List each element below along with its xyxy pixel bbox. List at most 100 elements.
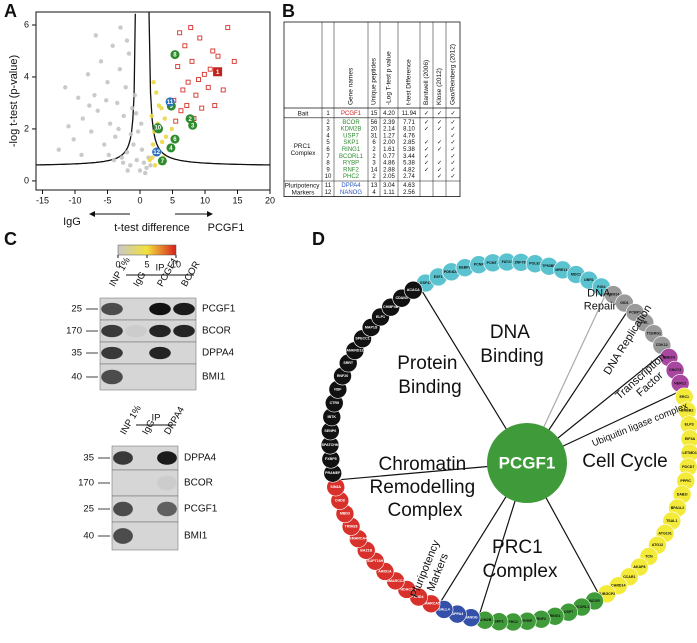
cell: ✓ [450,154,455,160]
point [125,168,130,173]
colorbar-tick-label: 10 [171,259,181,269]
group-label: Bait [298,110,309,117]
y-tick-label: 2 [24,123,29,133]
point [124,38,130,43]
mw-label: 40 [71,372,82,383]
node-label: UBR1 [584,278,594,282]
cell: ✓ [424,127,429,133]
category-label: Cell Cycle [582,451,668,472]
node-label: MAP1S [365,325,378,329]
node-label: SRRT [343,361,354,365]
point [87,103,92,108]
threshold-curve [148,11,271,166]
gene-name: RING1 [342,147,361,153]
point-label: 12 [153,150,160,156]
point [141,160,147,165]
x-tick-label: 5 [170,195,175,205]
point [149,113,154,119]
cell: ✓ [450,111,455,117]
node-label: NANOG [464,616,478,620]
node-label: ERBB2 [681,409,693,413]
blot-strip [111,469,179,497]
mw-label: 35 [83,453,94,464]
row-label: PCGF1 [184,504,218,515]
group-label: PRC1 Complex [291,143,317,157]
cell: 1 [326,111,330,117]
node-label: SMARCC2 [387,579,405,583]
node [403,280,423,300]
node-label: RNF20 [337,374,348,378]
cell: 2 [326,120,330,126]
gene-name: RNF2 [343,167,359,173]
node-label: BPA1L2 [671,506,685,510]
point [63,85,68,90]
cell: 2 [372,174,376,180]
node-label: PCNP [474,263,485,267]
point [175,64,181,70]
x-tick-label: 15 [232,195,242,205]
gene-name: SKP1 [343,140,359,146]
point [115,100,120,106]
point [185,79,191,85]
gene-name: PHC2 [343,174,360,180]
cell: ✓ [450,161,455,167]
cell: 3.44 [403,154,415,160]
row-label: PCGF1 [202,304,236,315]
lane-label: BCOR [179,259,202,288]
point [123,85,128,90]
cell: ✓ [437,161,442,167]
point [106,152,112,158]
band [101,369,123,385]
cell: 5.38 [403,161,415,167]
cell: 5 [326,140,330,146]
node-label: MBD3 [340,512,350,516]
point [121,113,126,119]
cell: ✓ [424,147,429,153]
node-label: KDM2B [479,618,492,622]
band [149,346,171,360]
band [101,302,123,316]
node-label: TSAL1 [666,519,677,523]
node-label: POLE2 [529,262,541,266]
point [156,103,162,108]
category-label: PRC1 Complex [483,537,558,582]
node-label: PCBP1 [629,310,641,314]
point [66,124,71,129]
cell: 2 [372,154,376,160]
cell: 11.94 [402,111,417,117]
cell: 6 [326,147,330,153]
point [196,77,201,83]
mw-label: 40 [83,531,94,542]
cell: 56 [371,120,378,126]
point [89,129,94,134]
point [126,51,132,56]
point [92,92,97,98]
node-label: CARD14 [611,584,625,588]
labeled-point [170,50,180,60]
colorbar-tick-label: 5 [144,259,149,269]
node-label: CHMP4B [383,305,399,309]
category-label: Protein Binding [397,353,462,398]
node-label: ACACA [407,288,420,292]
cell: 10 [325,174,332,180]
panel-label: D [312,229,325,249]
lane-label: INP 1% [107,255,133,289]
cell: ✓ [424,120,429,126]
cell: 4.63 [403,183,415,189]
node-label: BAZ1B [360,548,372,552]
cell: 13 [371,183,378,189]
cell: ✓ [437,147,442,153]
node-label: PDE4DIP [444,270,460,274]
cell: ✓ [437,120,442,126]
point [95,108,100,113]
cell: ✓ [437,140,442,146]
point [80,116,86,121]
band [113,501,133,517]
point [104,98,109,103]
group-label: Pluripotency Markers [285,182,321,196]
mw-label: 35 [71,348,82,359]
point [169,126,175,132]
mw-label: 170 [66,326,82,337]
x-tick-label: -15 [36,195,49,205]
x-tick-label: -5 [103,195,111,205]
